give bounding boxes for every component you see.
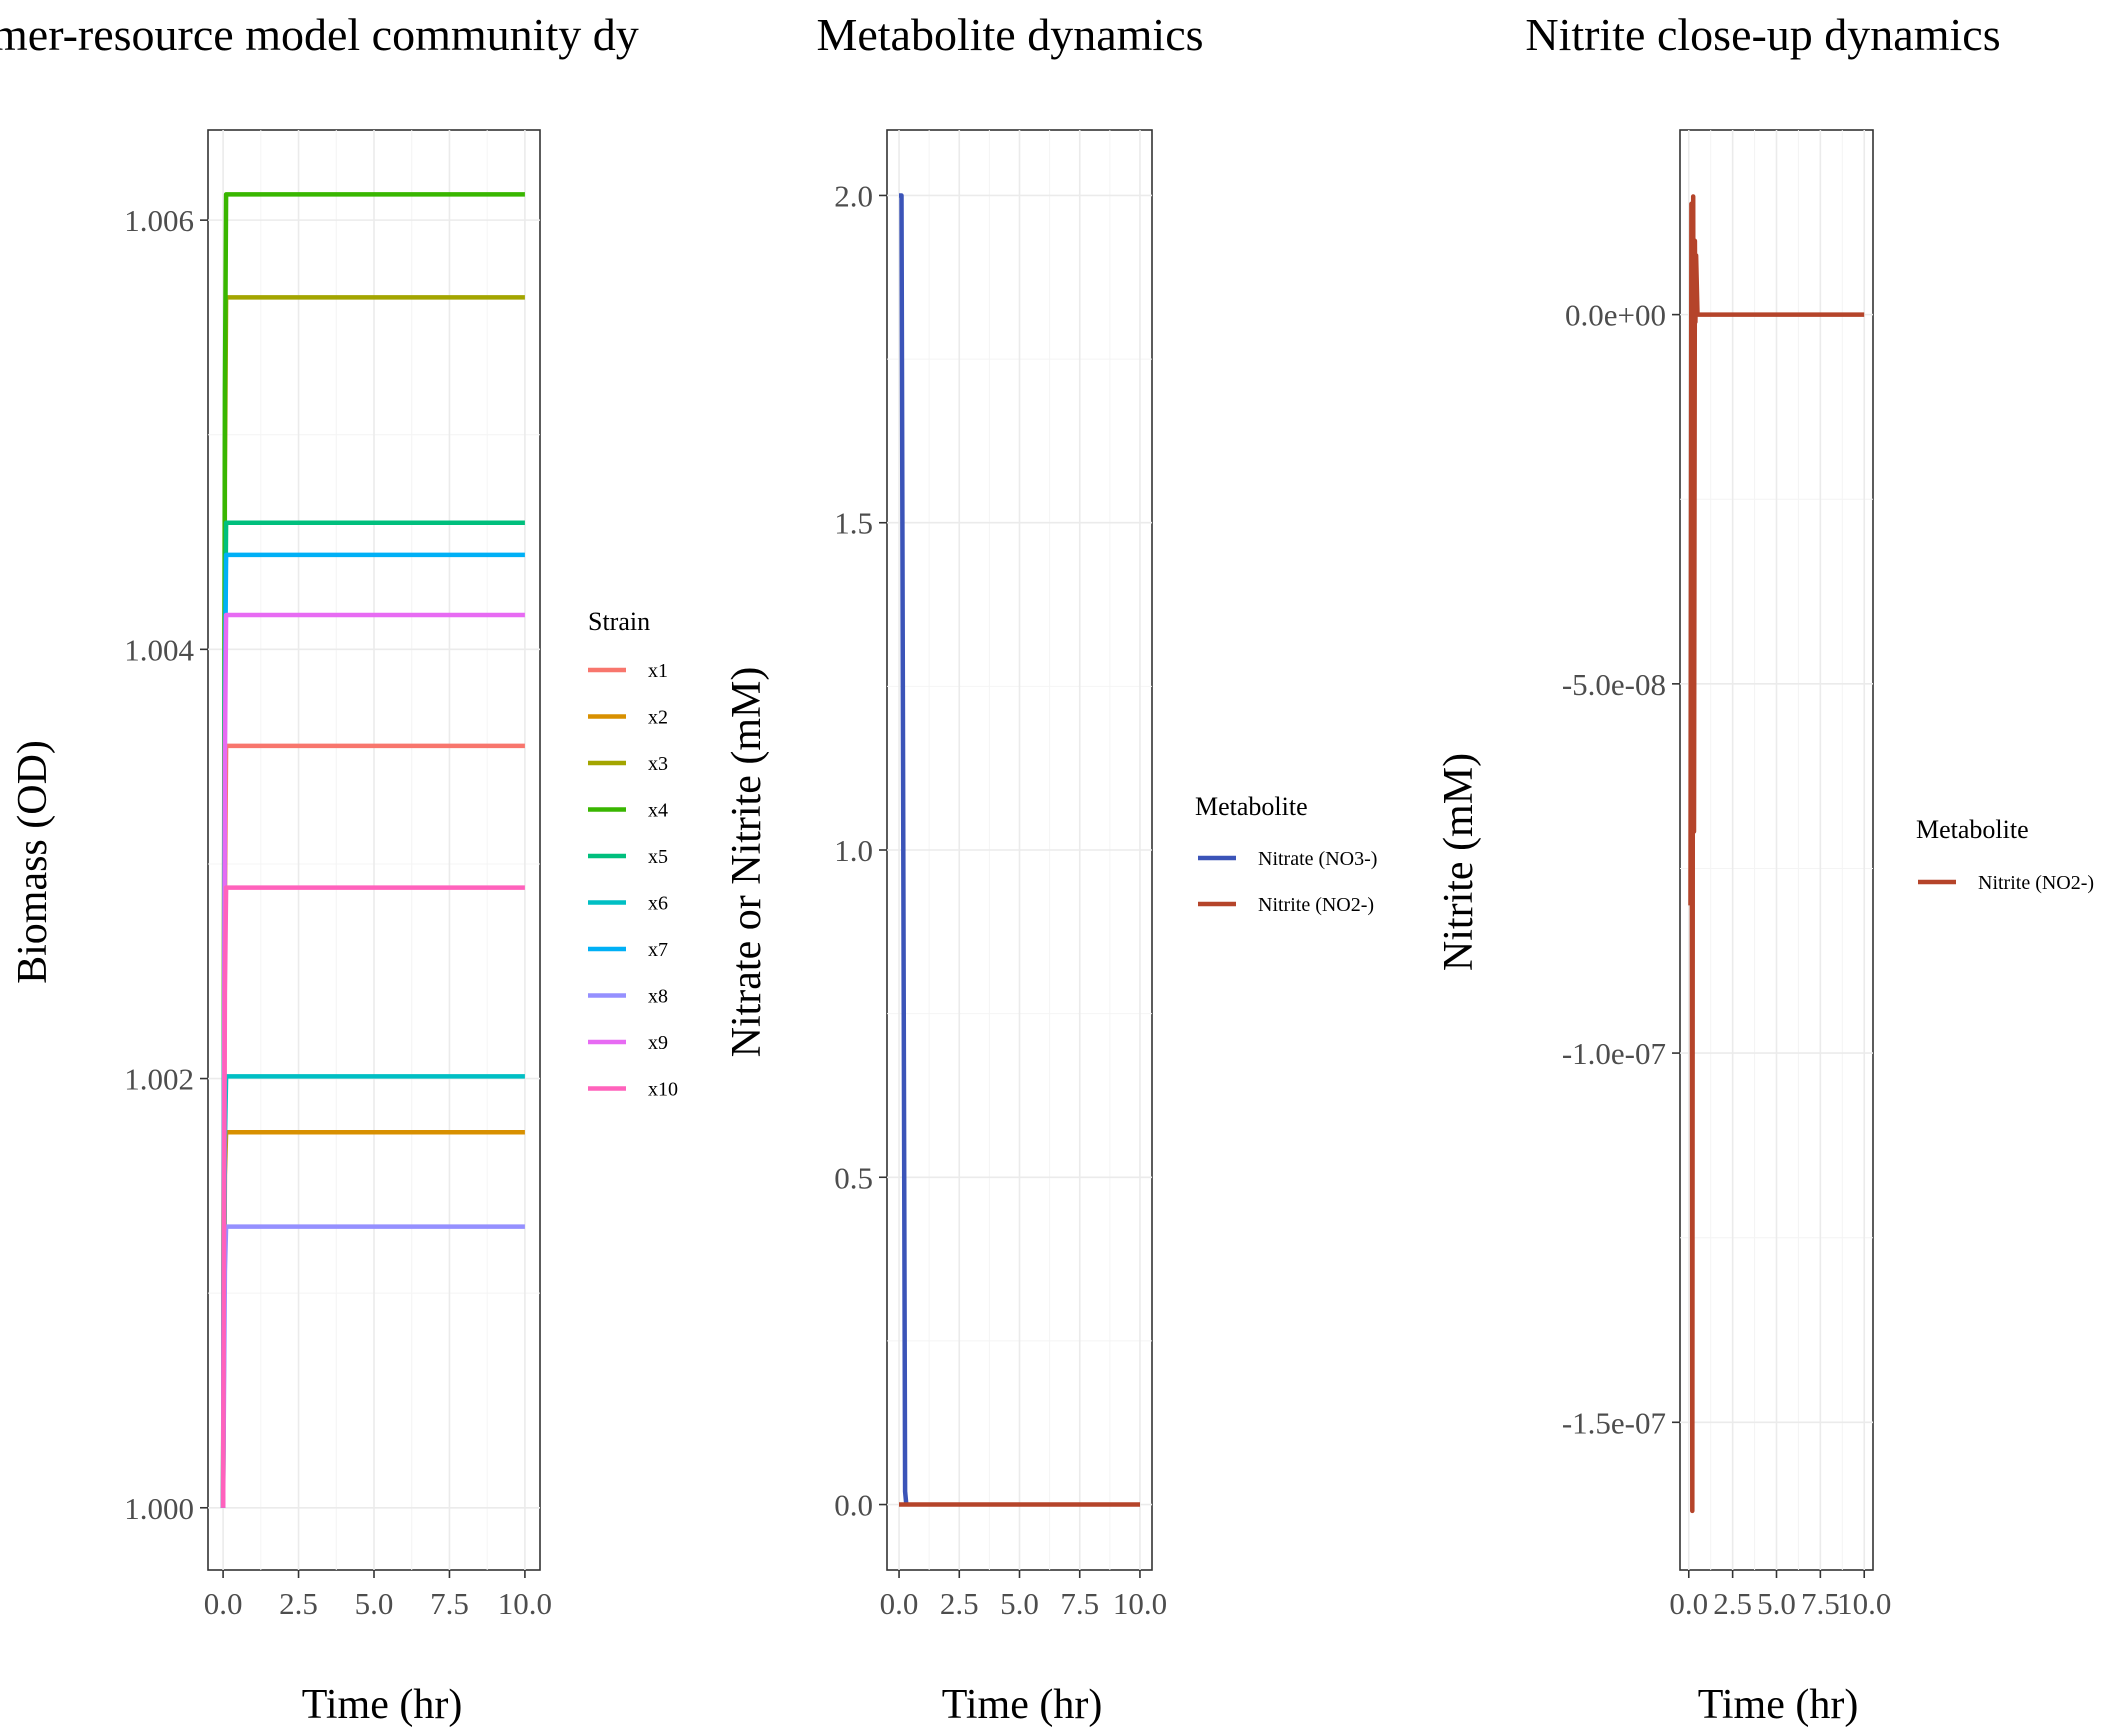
x-axis-title: Time (hr) (942, 1682, 1103, 1728)
x-tick-label: 10.0 (1837, 1586, 1891, 1621)
y-tick-label: 1.004 (124, 632, 194, 667)
x-tick-label: 5.0 (1000, 1586, 1039, 1621)
chart-title: Nitrite close-up dynamics (1525, 9, 2000, 60)
y-tick-label: 0.0e+00 (1565, 298, 1666, 333)
y-tick-label: 1.006 (124, 203, 194, 238)
y-tick-label: 2.0 (834, 178, 873, 213)
legend: Metabolite Nitrate (NO3-) Nitrite (NO2-) (1195, 792, 1377, 916)
legend-label: Nitrate (NO3-) (1258, 848, 1377, 870)
y-tick-label: 1.5 (834, 506, 873, 541)
legend-title: Metabolite (1195, 792, 1308, 821)
x-axis-title: Time (hr) (1698, 1682, 1859, 1728)
x-tick-label: 2.5 (1713, 1586, 1752, 1621)
y-tick-label: 1.0 (834, 833, 873, 868)
y-tick-label: -1.5e-07 (1562, 1405, 1666, 1440)
x-tick-label: 7.5 (1801, 1586, 1840, 1621)
series-line (220, 885, 525, 1508)
x-tick-label: 7.5 (430, 1586, 469, 1621)
legend-label: x8 (648, 986, 668, 1008)
legend-label: x3 (648, 753, 668, 775)
x-tick-label: 5.0 (1757, 1586, 1796, 1621)
y-tick-label: -5.0e-08 (1562, 667, 1666, 702)
legend-label: x7 (648, 939, 668, 961)
x-tick-label: 0.0 (880, 1586, 919, 1621)
biomass-chart: mer-resource model community dy 0.0 2.5 5.… (0, 9, 678, 1728)
legend-label: x9 (648, 1032, 668, 1054)
legend-label: x4 (648, 800, 668, 822)
y-tick-label: 1.000 (124, 1491, 194, 1526)
legend: Strain x1 x2 x3 x4 x5 x6 x7 x8 x9 x10 (588, 607, 678, 1101)
legend-label: Nitrite (NO2-) (1978, 872, 2094, 894)
x-tick-label: 2.5 (279, 1586, 318, 1621)
series-line (899, 193, 909, 1505)
legend-label: x6 (648, 893, 668, 915)
legend-label: x2 (648, 707, 668, 729)
y-tick-label: 1.002 (124, 1062, 194, 1097)
nitrite-closeup-chart: Nitrite close-up dynamics 0.0 2.5 5.0 7.510… (1436, 9, 2094, 1728)
legend-label: Nitrite (NO2-) (1258, 894, 1374, 916)
x-tick-label: 0.0 (1669, 1586, 1708, 1621)
legend-title: Metabolite (1916, 815, 2029, 844)
y-tick-label: -1.0e-07 (1562, 1036, 1666, 1071)
series-line (1688, 194, 1865, 1514)
y-tick-label: 0.0 (834, 1488, 873, 1523)
y-tick-label: 0.5 (834, 1160, 873, 1195)
legend: Metabolite Nitrite (NO2-) (1916, 815, 2094, 894)
y-axis-title: Nitrite (mM) (1436, 753, 1482, 971)
legend-label: x5 (648, 846, 668, 868)
x-axis-title: Time (hr) (302, 1682, 463, 1728)
x-tick-label: 0.0 (204, 1586, 243, 1621)
metabolite-chart: Metabolite dynamics 0.0 2.5 5.0 7.5 10.0 0.0 0… (724, 9, 1377, 1728)
y-axis-title: Nitrate or Nitrite (mM) (724, 667, 770, 1058)
x-tick-label: 5.0 (355, 1586, 394, 1621)
legend-label: x1 (648, 660, 668, 682)
legend-title: Strain (588, 607, 650, 636)
x-tick-label: 10.0 (1113, 1586, 1167, 1621)
chart-title: mer-resource model community dy (0, 9, 639, 60)
x-tick-label: 10.0 (498, 1586, 552, 1621)
x-tick-label: 7.5 (1060, 1586, 1099, 1621)
y-axis-title: Biomass (OD) (10, 740, 56, 984)
chart-title: Metabolite dynamics (816, 9, 1203, 60)
legend-label: x10 (648, 1079, 678, 1101)
x-tick-label: 2.5 (940, 1586, 979, 1621)
